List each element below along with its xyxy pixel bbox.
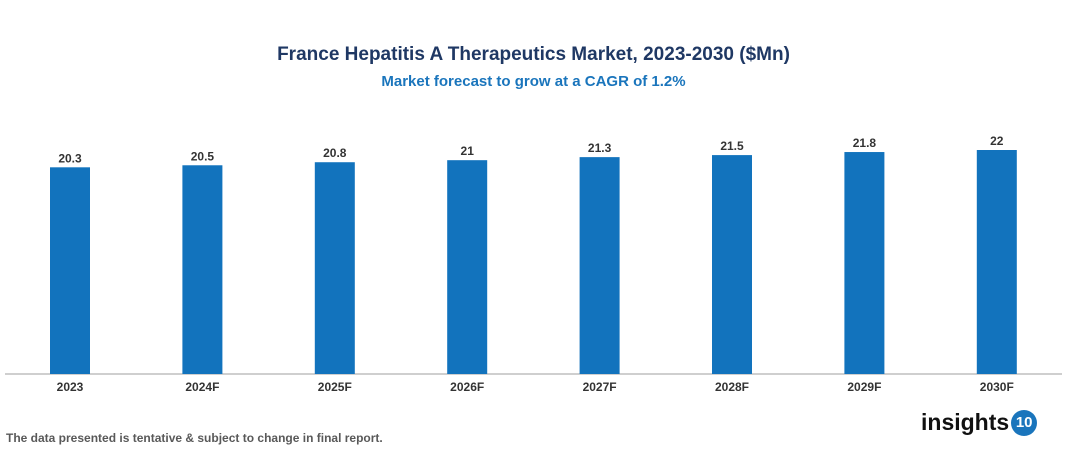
data-label: 20.3 bbox=[58, 151, 82, 165]
data-label: 21 bbox=[461, 144, 475, 158]
x-tick-label: 2030F bbox=[980, 380, 1014, 394]
bar-2030F bbox=[976, 150, 1017, 374]
data-label: 21.8 bbox=[853, 136, 877, 150]
data-label: 21.5 bbox=[720, 139, 744, 153]
x-tick-label: 2025F bbox=[318, 380, 352, 394]
bar-2028F bbox=[712, 155, 752, 374]
data-label: 20.5 bbox=[191, 149, 215, 163]
bar-2025F bbox=[314, 162, 355, 374]
chart-title: France Hepatitis A Therapeutics Market, … bbox=[277, 44, 790, 65]
chart-subtitle: Market forecast to grow at a CAGR of 1.2… bbox=[381, 73, 686, 90]
bar-2023 bbox=[50, 167, 90, 374]
logo-text: insights bbox=[921, 409, 1010, 435]
logo-badge: 10 bbox=[1011, 409, 1038, 436]
x-tick-label: 2029F bbox=[847, 380, 881, 394]
data-label: 21.3 bbox=[588, 141, 612, 155]
x-tick-label: 2024F bbox=[185, 380, 219, 394]
bar-2024F bbox=[182, 165, 223, 374]
footnote: The data presented is tentative & subjec… bbox=[6, 431, 383, 445]
x-tick-label: 2026F bbox=[450, 380, 484, 394]
bar-2027F bbox=[579, 157, 620, 374]
insights10-logo: insights 10 bbox=[921, 409, 1038, 436]
x-tick-label: 2028F bbox=[715, 380, 749, 394]
bar-2029F bbox=[844, 152, 885, 374]
x-tick-label: 2023 bbox=[57, 380, 84, 394]
x-tick-label: 2027F bbox=[583, 380, 617, 394]
data-label: 22 bbox=[990, 134, 1004, 148]
data-label: 20.8 bbox=[323, 146, 347, 160]
bar-2026F bbox=[447, 160, 488, 374]
